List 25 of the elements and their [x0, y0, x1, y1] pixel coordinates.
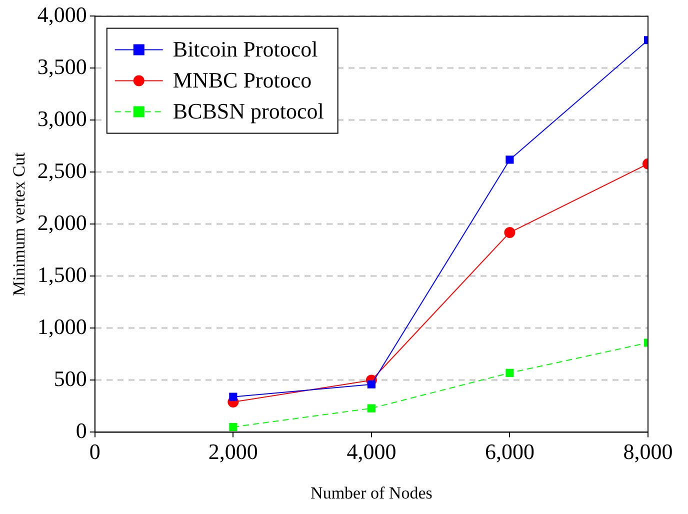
point — [367, 404, 376, 412]
x-tick-label: 2,000 — [208, 439, 258, 464]
y-tick-label: 3,000 — [37, 106, 87, 131]
legend-label: BCBSN protocol — [172, 98, 324, 124]
point — [229, 392, 238, 401]
y-tick-label: 1,500 — [37, 262, 87, 287]
legend-label: MNBC Protoco — [172, 67, 312, 92]
y-tick-label: 2,000 — [37, 210, 87, 235]
y-tick-label: 1,000 — [37, 314, 87, 339]
y-tick-label: 2,500 — [37, 158, 87, 183]
x-tick-label: 4,000 — [346, 439, 396, 464]
y-axis-title: Minimum vertex Cut — [10, 152, 29, 296]
point — [506, 368, 514, 377]
y-tick-label: 0 — [76, 418, 87, 443]
point — [229, 422, 238, 432]
point — [367, 380, 376, 388]
y-tick-label: 500 — [54, 366, 87, 391]
y-tick-label: 3,500 — [37, 54, 87, 79]
x-axis-title: Number of Nodes — [310, 483, 432, 502]
y-tick-label: 4,000 — [37, 2, 87, 27]
x-tick-label: 8,000 — [623, 439, 673, 464]
legend-label: Bitcoin Protocol — [172, 36, 318, 62]
point — [506, 156, 514, 164]
point — [504, 227, 516, 238]
x-tick-label: 6,000 — [484, 439, 534, 464]
